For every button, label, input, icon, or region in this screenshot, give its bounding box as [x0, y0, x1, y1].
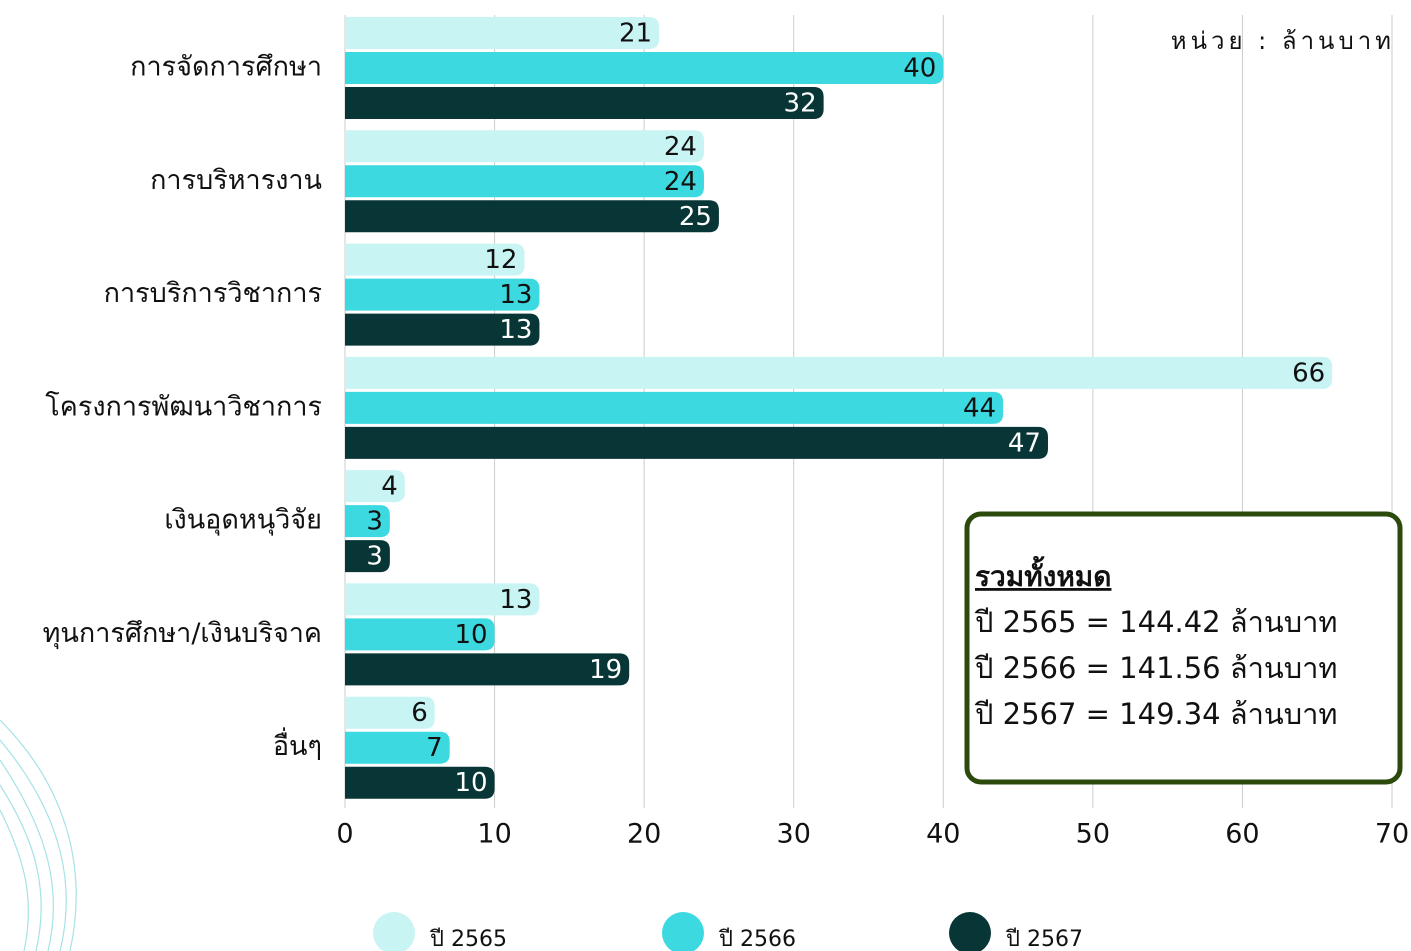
- category-label: โครงการพัฒนาวิชาการ: [45, 391, 322, 422]
- category-label: ทุนการศึกษา/เงินบริจาค: [43, 618, 322, 650]
- bar: [345, 540, 390, 573]
- bar: [345, 618, 495, 651]
- value-label: 32: [784, 89, 817, 119]
- x-tick-label: 50: [1076, 819, 1110, 850]
- x-tick-label: 0: [336, 819, 353, 850]
- bar: [345, 426, 1048, 459]
- value-label: 10: [454, 620, 487, 650]
- bar: [345, 313, 540, 346]
- annotation-line: ปี 2567 = 149.34 ล้านบาท: [975, 697, 1338, 731]
- annotation-line: ปี 2566 = 141.56 ล้านบาท: [975, 651, 1338, 685]
- value-label: 47: [1008, 428, 1041, 458]
- x-tick-label: 40: [926, 819, 960, 850]
- bar: [345, 356, 1333, 389]
- value-label: 10: [454, 768, 487, 798]
- value-label: 40: [903, 54, 936, 84]
- legend-label: ปี 2565: [429, 927, 507, 951]
- category-label: อื่นๆ: [273, 727, 322, 762]
- annotation-box: [964, 511, 1403, 785]
- category-label: เงินอุดหนุวิจัย: [164, 505, 322, 537]
- bar: [345, 470, 405, 503]
- annotation-title: รวมทั้งหมด: [975, 555, 1111, 593]
- x-tick-label: 10: [477, 819, 511, 850]
- bar: [345, 653, 630, 686]
- value-label: 13: [499, 315, 532, 345]
- value-label: 3: [366, 507, 383, 537]
- x-tick-label: 20: [627, 819, 661, 850]
- category-label: การบริการวิชาการ: [104, 278, 322, 309]
- bar: [345, 278, 540, 311]
- bar: [345, 87, 824, 119]
- x-tick-label: 60: [1225, 819, 1259, 850]
- decoration: [0, 719, 77, 951]
- value-label: 44: [963, 393, 996, 423]
- bar: [345, 130, 704, 163]
- value-label: 3: [366, 542, 383, 572]
- unit-label: หน่วย : ล้านบาท: [1171, 27, 1395, 55]
- value-label: 7: [426, 733, 443, 763]
- bar: [345, 17, 660, 49]
- value-label: 24: [664, 167, 697, 197]
- bar: [345, 52, 944, 84]
- value-label: 4: [381, 472, 398, 502]
- category-label: การบริหารงาน: [150, 165, 322, 196]
- bar: [345, 391, 1004, 424]
- legend-label: ปี 2566: [718, 927, 796, 951]
- value-label: 25: [679, 202, 712, 232]
- bar: [345, 505, 390, 538]
- value-label: 12: [484, 245, 517, 275]
- value-label: 66: [1292, 358, 1325, 388]
- value-label: 21: [619, 19, 652, 49]
- bar: [345, 200, 719, 233]
- bar: [345, 731, 450, 764]
- value-label: 6: [411, 698, 428, 728]
- legend-label: ปี 2567: [1005, 927, 1083, 951]
- value-label: 13: [499, 280, 532, 310]
- x-tick-label: 70: [1375, 819, 1409, 850]
- category-label: การจัดการศึกษา: [130, 52, 322, 83]
- bar: [345, 766, 495, 799]
- value-label: 13: [499, 585, 532, 615]
- legend-swatch: [373, 912, 415, 951]
- legend-swatch: [949, 912, 991, 951]
- bar: [345, 243, 525, 276]
- annotation-line: ปี 2565 = 144.42 ล้านบาท: [975, 605, 1338, 639]
- x-tick-label: 30: [777, 819, 811, 850]
- bar: [345, 696, 435, 729]
- bar: [345, 583, 540, 616]
- value-label: 19: [589, 655, 622, 685]
- legend-swatch: [662, 912, 704, 951]
- value-label: 24: [664, 132, 697, 162]
- bar: [345, 165, 704, 198]
